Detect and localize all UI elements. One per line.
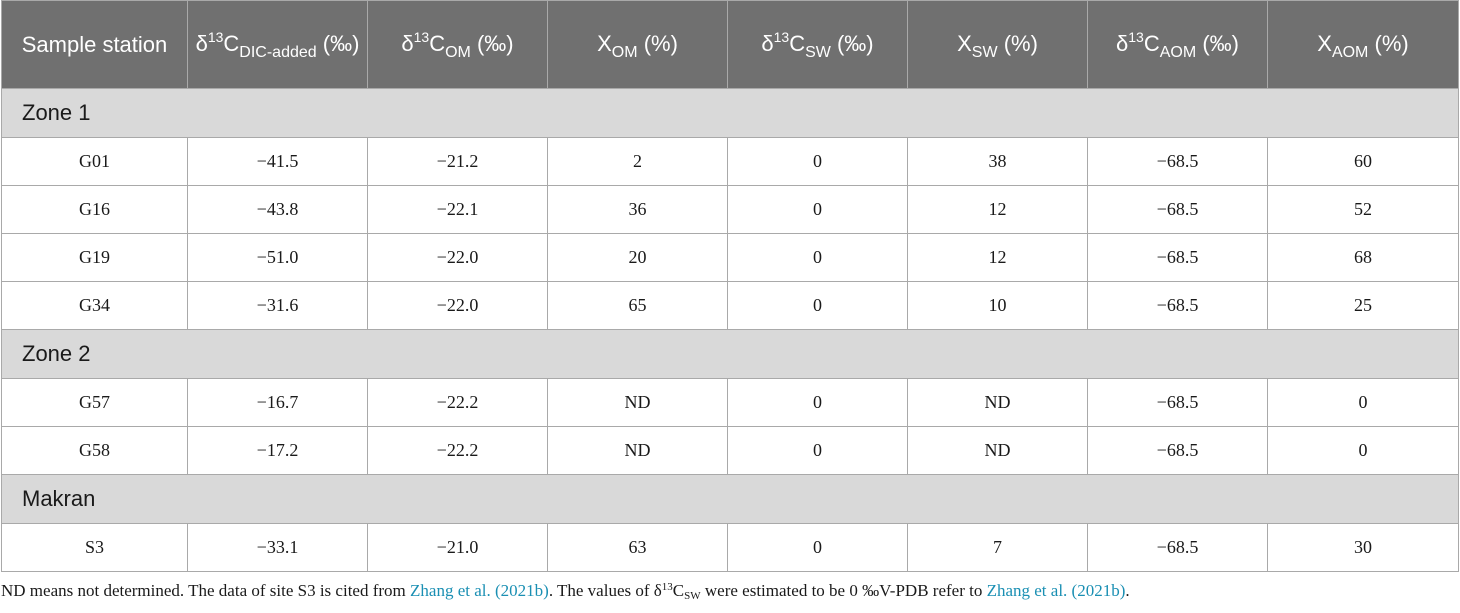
value-cell: 0 [727,137,908,186]
value-cell: 10 [907,281,1088,330]
value-cell: −31.6 [187,281,368,330]
value-cell: 65 [547,281,728,330]
zone-label: Makran [1,474,1459,524]
value-cell: 7 [907,523,1088,572]
value-cell: −68.5 [1087,185,1268,234]
value-cell: 60 [1267,137,1459,186]
value-cell: −33.1 [187,523,368,572]
value-cell: −22.2 [367,426,548,475]
station-cell: G58 [1,426,188,475]
value-cell: 0 [727,281,908,330]
table-row: G16 −43.8 −22.1 36 0 12 −68.5 52 [1,185,1459,234]
value-cell: 2 [547,137,728,186]
value-cell: 25 [1267,281,1459,330]
value-cell: −68.5 [1087,523,1268,572]
value-cell: −43.8 [187,185,368,234]
value-cell: −16.7 [187,378,368,427]
station-cell: S3 [1,523,188,572]
zone-label: Zone 1 [1,88,1459,138]
header-x-om: XOM (%) [547,0,728,89]
value-cell: ND [547,378,728,427]
zone-row: Makran [1,474,1459,524]
data-table: Sample station δ13CDIC-added (‰) δ13COM … [1,0,1459,572]
value-cell: 12 [907,233,1088,282]
zone-row: Zone 1 [1,88,1459,138]
value-cell: 12 [907,185,1088,234]
value-cell: 68 [1267,233,1459,282]
value-cell: −21.2 [367,137,548,186]
station-cell: G19 [1,233,188,282]
value-cell: −68.5 [1087,281,1268,330]
table-row: S3 −33.1 −21.0 63 0 7 −68.5 30 [1,523,1459,572]
table-row: G01 −41.5 −21.2 2 0 38 −68.5 60 [1,137,1459,186]
value-cell: −21.0 [367,523,548,572]
table-body: Zone 1 G01 −41.5 −21.2 2 0 38 −68.5 60 G16 −43.8 −2… [1,88,1459,572]
header-d13c-sw: δ13CSW (‰) [727,0,908,89]
header-d13c-aom: δ13CAOM (‰) [1087,0,1268,89]
header-x-aom: XAOM (%) [1267,0,1459,89]
table-row: G57 −16.7 −22.2 ND 0 ND −68.5 0 [1,378,1459,427]
value-cell: 0 [727,233,908,282]
zone-row: Zone 2 [1,329,1459,379]
value-cell: 30 [1267,523,1459,572]
table-footnote: ND means not determined. The data of sit… [1,581,1130,602]
header-x-sw: XSW (%) [907,0,1088,89]
value-cell: −51.0 [187,233,368,282]
citation-link[interactable]: Zhang et al. (2021b) [986,581,1126,600]
station-cell: G01 [1,137,188,186]
value-cell: 36 [547,185,728,234]
station-cell: G16 [1,185,188,234]
value-cell: 0 [727,523,908,572]
value-cell: 52 [1267,185,1459,234]
value-cell: −22.1 [367,185,548,234]
value-cell: 20 [547,233,728,282]
value-cell: −68.5 [1087,137,1268,186]
table-row: G58 −17.2 −22.2 ND 0 ND −68.5 0 [1,426,1459,475]
value-cell: 0 [1267,378,1459,427]
value-cell: ND [547,426,728,475]
header-sample-station: Sample station [1,0,188,89]
table-header: Sample station δ13CDIC-added (‰) δ13COM … [1,0,1459,89]
value-cell: 63 [547,523,728,572]
station-cell: G57 [1,378,188,427]
value-cell: −68.5 [1087,233,1268,282]
header-d13c-om: δ13COM (‰) [367,0,548,89]
value-cell: −68.5 [1087,426,1268,475]
header-d13c-dic-added: δ13CDIC-added (‰) [187,0,368,89]
value-cell: 38 [907,137,1088,186]
value-cell: −22.0 [367,281,548,330]
table-row: G34 −31.6 −22.0 65 0 10 −68.5 25 [1,281,1459,330]
value-cell: −22.2 [367,378,548,427]
value-cell: ND [907,378,1088,427]
value-cell: 0 [727,378,908,427]
value-cell: −41.5 [187,137,368,186]
value-cell: −17.2 [187,426,368,475]
table-row: G19 −51.0 −22.0 20 0 12 −68.5 68 [1,233,1459,282]
citation-link[interactable]: Zhang et al. (2021b) [410,581,549,600]
station-cell: G34 [1,281,188,330]
zone-label: Zone 2 [1,329,1459,379]
value-cell: 0 [1267,426,1459,475]
value-cell: −68.5 [1087,378,1268,427]
value-cell: 0 [727,185,908,234]
value-cell: ND [907,426,1088,475]
value-cell: 0 [727,426,908,475]
value-cell: −22.0 [367,233,548,282]
